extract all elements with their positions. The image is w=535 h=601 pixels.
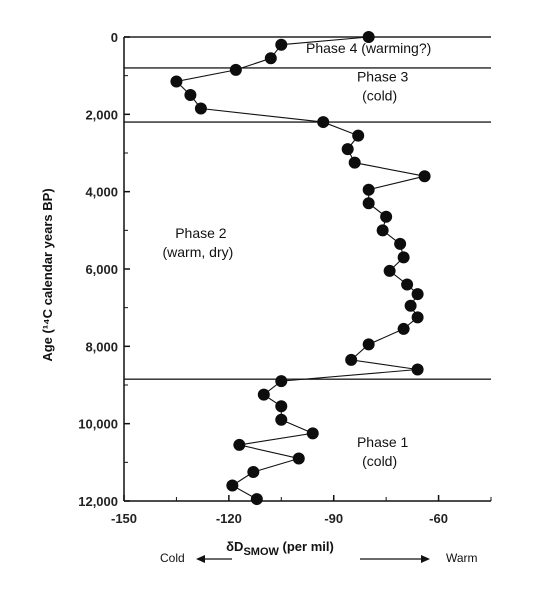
y-axis-title: Age (¹⁴C calendar years BP) <box>40 188 55 361</box>
data-point <box>317 116 330 129</box>
data-point <box>250 493 263 506</box>
data-point <box>383 264 396 277</box>
data-point <box>380 210 393 223</box>
x-axis-title-suffix: (per mil) <box>279 539 334 554</box>
cold-arrow-head <box>196 555 205 563</box>
data-point <box>362 31 375 43</box>
data-point <box>275 400 288 413</box>
data-point <box>184 89 197 101</box>
data-point <box>401 278 414 291</box>
y-tick-label: 12,000 <box>78 494 118 509</box>
phase-label-line1: Phase 4 (warming?) <box>306 40 431 56</box>
data-point <box>411 311 424 324</box>
y-tick-label: 6,000 <box>85 262 118 277</box>
phase-label-line1: Phase 2 <box>175 225 227 241</box>
data-point <box>194 102 207 115</box>
phase-label-line1: Phase 3 <box>357 68 409 84</box>
warm-arrow-head <box>421 555 430 563</box>
data-point <box>292 452 305 465</box>
y-axis: 0 2,000 4,000 6,000 8,000 10,000 12,000 <box>78 30 130 509</box>
data-point <box>376 224 389 237</box>
phase-label: Phase 4 (warming?) <box>306 40 431 56</box>
data-point <box>394 237 407 250</box>
data-point <box>362 183 375 196</box>
phase-label: Phase 2 (warm, dry) <box>163 225 234 260</box>
x-tick-label: -150 <box>111 511 137 526</box>
data-point <box>411 288 424 301</box>
data-point <box>257 388 270 401</box>
data-point <box>345 353 358 366</box>
data-point <box>170 75 183 88</box>
data-points <box>170 31 431 506</box>
y-tick-label: 0 <box>111 30 118 45</box>
data-point <box>348 156 361 169</box>
phase-boundaries <box>124 36 491 380</box>
x-tick-label: -90 <box>324 511 343 526</box>
y-tick-label: 4,000 <box>85 185 118 200</box>
y-tick-label: 2,000 <box>85 107 118 122</box>
data-point <box>352 129 365 142</box>
data-point <box>264 52 277 65</box>
data-point <box>418 170 431 183</box>
y-tick-label: 10,000 <box>78 417 118 432</box>
x-tick-label: -60 <box>429 511 448 526</box>
data-point <box>226 479 239 492</box>
data-point <box>362 197 375 210</box>
phase-labels: Phase 4 (warming?) Phase 3 (cold) Phase 2 (w… <box>163 40 432 469</box>
phase-label-line1: Phase 1 <box>357 434 409 450</box>
data-point <box>404 299 417 312</box>
data-point <box>229 63 242 76</box>
data-point <box>247 466 260 478</box>
data-point <box>306 427 319 440</box>
phase-label: Phase 1 (cold) <box>357 434 409 469</box>
y-tick-label: 8,000 <box>85 339 118 354</box>
data-point <box>233 438 246 451</box>
data-point <box>275 413 288 426</box>
data-point <box>397 322 410 335</box>
x-axis: -150 -120 -90 -60 <box>111 495 492 526</box>
data-point <box>397 251 410 264</box>
phase-label-line2: (cold) <box>362 453 397 469</box>
phase-label-line2: (warm, dry) <box>163 244 234 260</box>
x-axis-title-main: δD <box>226 539 243 554</box>
data-point <box>275 375 288 388</box>
phase-label: Phase 3 (cold) <box>357 68 409 103</box>
cold-label: Cold <box>160 551 185 565</box>
data-point <box>341 143 354 156</box>
data-point <box>275 38 288 51</box>
data-point <box>411 363 424 376</box>
data-point <box>362 338 375 351</box>
x-tick-label: -120 <box>216 511 242 526</box>
x-axis-title-subscript: SMOW <box>243 546 279 558</box>
warm-label: Warm <box>446 551 478 565</box>
x-axis-title: δDSMOW (per mil) <box>226 539 334 558</box>
phase-label-line2: (cold) <box>362 87 397 103</box>
